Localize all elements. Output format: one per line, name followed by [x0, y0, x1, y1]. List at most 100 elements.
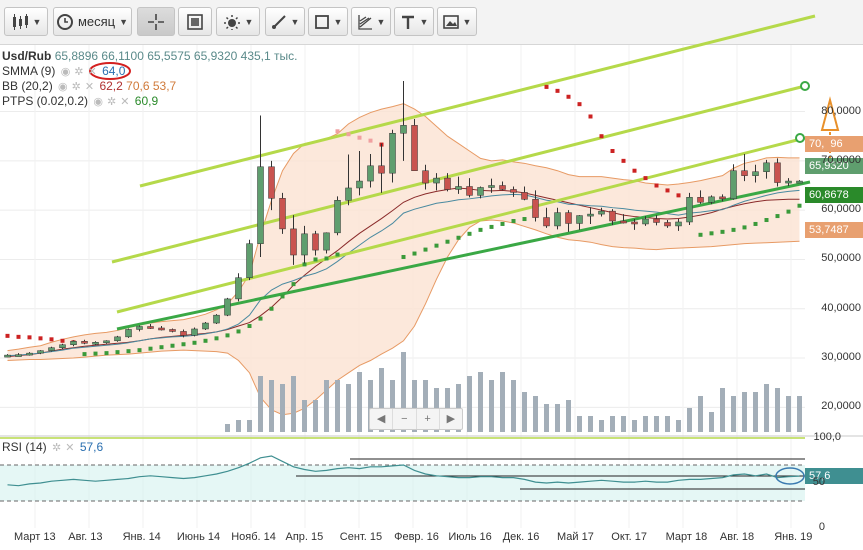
- indicators-icon: [223, 14, 240, 30]
- zoom-in-icon[interactable]: +: [417, 409, 440, 429]
- ptps-dot: [159, 345, 164, 350]
- rsi-value: 57,6: [79, 440, 104, 454]
- eye-icon[interactable]: ◉: [60, 66, 71, 78]
- volume-bar: [731, 396, 736, 432]
- y-tick-label: 60,0000: [821, 203, 861, 216]
- gear-icon[interactable]: ✲: [71, 81, 81, 93]
- chevron-down-icon: ▼: [244, 16, 254, 27]
- ptps-dot: [775, 214, 780, 219]
- scroll-right-icon[interactable]: ▶: [446, 413, 456, 425]
- candle-body: [389, 132, 396, 174]
- candle-body: [543, 217, 550, 227]
- draw-line-button[interactable]: ▼: [265, 7, 305, 36]
- ptps-dot: [357, 135, 362, 140]
- ptps-dot: [676, 193, 681, 198]
- ptps-dot: [412, 251, 417, 256]
- crosshair-button[interactable]: [137, 7, 175, 36]
- volume-bar: [291, 376, 296, 432]
- candle-body: [290, 228, 297, 256]
- legend-smma-row[interactable]: SMMA (9) ◉ ✲ ✕ 64,0: [2, 64, 125, 78]
- ptps-dot: [137, 348, 142, 353]
- ptps-dot: [335, 129, 340, 134]
- volume-bar: [533, 396, 538, 432]
- rsi-tick-label: 100,0: [813, 431, 841, 443]
- candle-body: [609, 210, 616, 222]
- scroll-left-icon[interactable]: ◀: [370, 409, 394, 429]
- legend-ptps-row[interactable]: PTPS (0.02,0.2) ◉ ✲ ✕ 60,9: [2, 94, 158, 108]
- ptps-dot: [346, 132, 351, 137]
- chart-type-button[interactable]: ▼: [4, 7, 48, 36]
- legend-bb-row[interactable]: BB (20,2) ◉ ✲ ✕ 62,2 70,6 53,7: [2, 79, 176, 93]
- ptps-dot: [401, 254, 406, 259]
- image-button[interactable]: ▼: [437, 7, 477, 36]
- gear-icon[interactable]: ✲: [52, 442, 62, 454]
- candle-body: [15, 354, 22, 357]
- volume-bar: [709, 412, 714, 432]
- volume-bar: [786, 396, 791, 432]
- y-tick-label: 40,0000: [821, 301, 861, 314]
- ptps-dot: [665, 188, 670, 193]
- close-icon[interactable]: ✕: [120, 96, 130, 108]
- fullscreen-icon: [187, 13, 203, 30]
- text-button[interactable]: ▼: [394, 7, 434, 36]
- x-tick-label: Авг. 13: [68, 531, 103, 543]
- candle-body: [587, 213, 594, 217]
- candle-body: [158, 327, 165, 331]
- close-icon[interactable]: ✕: [65, 442, 75, 454]
- ptps-dot: [93, 351, 98, 356]
- bollinger-lower-line: [7, 219, 800, 416]
- volume-bar: [654, 416, 659, 432]
- candle-body: [785, 180, 792, 184]
- volume-bar: [401, 352, 406, 432]
- candle-body: [268, 166, 275, 199]
- volume-bar: [577, 416, 582, 432]
- bollinger-band-fill: [7, 103, 800, 415]
- fullscreen-button[interactable]: [178, 7, 212, 36]
- legend-rsi-row[interactable]: RSI (14) ✲ ✕ 57,6: [2, 440, 103, 454]
- candle-body: [488, 185, 495, 188]
- ptps-dot: [764, 218, 769, 223]
- candle-body: [554, 212, 561, 227]
- ptps-dot: [445, 239, 450, 244]
- close-icon[interactable]: ✕: [87, 66, 97, 78]
- candle-body: [631, 221, 638, 225]
- x-tick-label: Янв. 19: [774, 531, 813, 543]
- trend-line-middle: [111, 84, 806, 264]
- x-tick-label: Апр. 15: [285, 531, 324, 543]
- period-select[interactable]: месяц ▼: [53, 7, 132, 36]
- ptps-dot: [60, 338, 65, 343]
- candle-body: [774, 162, 781, 183]
- eye-icon[interactable]: ◉: [58, 81, 68, 93]
- fib-button[interactable]: ▼: [351, 7, 391, 36]
- bb-name: BB (20,2): [2, 79, 53, 93]
- candle-body: [565, 212, 572, 224]
- chart-navigation[interactable]: ◀ − + ▶: [369, 408, 463, 430]
- ptps-dot: [324, 256, 329, 261]
- candle-body: [642, 218, 649, 225]
- ptps-dot: [632, 168, 637, 173]
- candle-body: [521, 192, 528, 200]
- volume-bar: [302, 400, 307, 432]
- candle-body: [213, 314, 220, 324]
- volume-bar: [280, 384, 285, 432]
- zoom-out-icon[interactable]: −: [393, 409, 417, 429]
- chevron-down-icon: ▼: [419, 16, 429, 27]
- shapes-button[interactable]: ▼: [308, 7, 348, 36]
- volume-bar: [544, 404, 549, 432]
- indicators-button[interactable]: ▼: [216, 7, 260, 36]
- gear-icon[interactable]: ✲: [107, 96, 117, 108]
- gear-icon[interactable]: ✲: [74, 66, 84, 78]
- candle-body: [345, 187, 352, 201]
- candle-body: [708, 196, 715, 203]
- eye-icon[interactable]: ◉: [93, 96, 103, 108]
- candle-body: [92, 342, 99, 345]
- candle-body: [125, 329, 132, 338]
- volume-bar: [720, 388, 725, 432]
- close-icon[interactable]: ✕: [84, 81, 95, 93]
- ptps-dot: [654, 183, 659, 188]
- period-label: месяц: [77, 14, 116, 29]
- chevron-down-icon: ▼: [32, 16, 42, 27]
- candle-body: [59, 344, 66, 348]
- ptps-dot: [720, 229, 725, 234]
